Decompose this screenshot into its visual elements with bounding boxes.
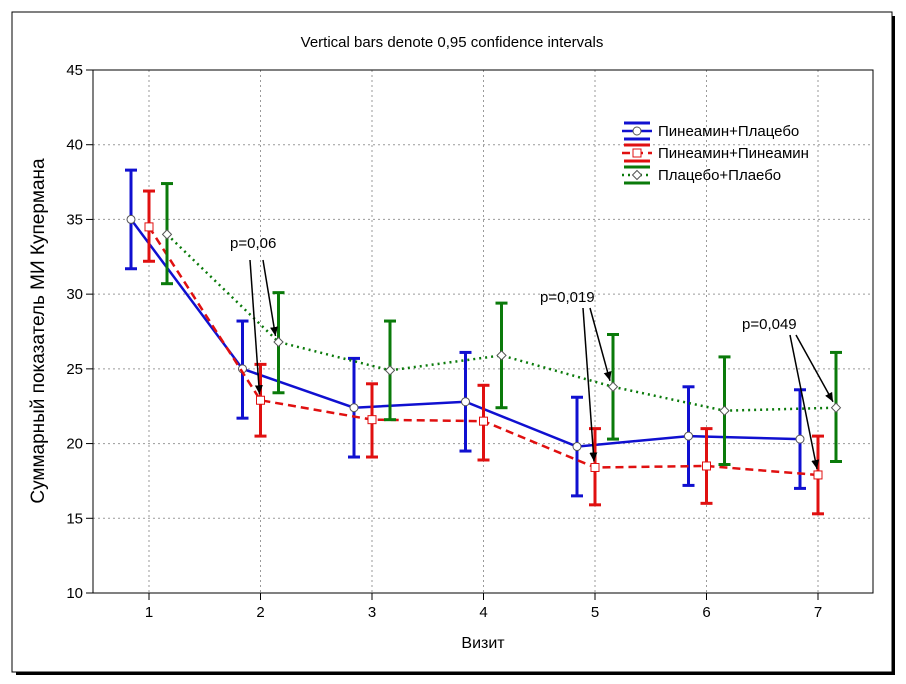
y-axis: 10 15 20 25 30 35 40 45 <box>66 62 93 602</box>
data-point <box>256 395 265 405</box>
data-point <box>632 148 642 158</box>
legend-label: Пинеамин+Пинеамин <box>658 145 809 162</box>
annotation-arrow <box>249 259 263 395</box>
data-point <box>632 126 642 136</box>
data-point <box>631 169 643 181</box>
y-tick-label: 25 <box>66 361 83 378</box>
data-point <box>795 434 805 444</box>
legend: Пинеамин+Плацебо Пинеамин+Пинеамин Плацебо… <box>622 121 809 185</box>
x-tick-label: 3 <box>368 604 376 621</box>
annotation-arrow <box>589 307 612 381</box>
annotation-arrow <box>789 334 820 470</box>
data-point <box>161 229 173 240</box>
x-axis-title: Визит <box>461 635 505 652</box>
data-point <box>607 381 619 392</box>
data-point <box>813 470 823 480</box>
data-point <box>367 415 377 425</box>
data-point <box>702 461 711 471</box>
x-axis: 1 2 3 4 5 6 7 <box>145 593 822 621</box>
data-point <box>830 402 842 413</box>
x-tick-label: 6 <box>702 604 710 621</box>
data-point <box>384 365 396 376</box>
shadow-bottom <box>16 672 895 675</box>
p-value-annotation: p=0,06 <box>230 235 276 252</box>
outer-frame <box>11 11 893 673</box>
data-point <box>496 350 507 361</box>
data-point <box>572 442 582 452</box>
series-1 <box>125 168 806 498</box>
data-point <box>349 403 359 413</box>
series-3 <box>161 182 842 466</box>
y-tick-label: 10 <box>66 585 83 602</box>
y-tick-label: 20 <box>66 436 83 453</box>
y-tick-label: 45 <box>66 62 83 79</box>
x-tick-label: 2 <box>256 604 264 621</box>
p-value-annotation: p=0,049 <box>742 316 797 333</box>
shadow-right <box>892 16 895 675</box>
y-tick-label: 30 <box>66 286 83 303</box>
annotation-arrow <box>795 334 834 403</box>
data-point <box>461 397 470 407</box>
data-point <box>126 214 136 224</box>
annotation-arrow <box>262 259 278 337</box>
y-tick-label: 35 <box>66 211 83 228</box>
p-value-annotation: p=0,019 <box>540 289 595 306</box>
series-layer <box>125 168 842 516</box>
data-point <box>590 462 600 472</box>
x-tick-label: 4 <box>479 604 487 621</box>
x-tick-label: 7 <box>814 604 822 621</box>
y-tick-label: 15 <box>66 510 83 527</box>
annotations: p=0,06 p=0,019 p=0,049 <box>230 235 834 470</box>
legend-label: Пинеамин+Плацебо <box>658 123 799 140</box>
series-2 <box>143 189 824 516</box>
annotation-arrow <box>582 307 598 462</box>
data-point <box>684 431 693 441</box>
data-point <box>479 416 488 426</box>
y-tick-label: 40 <box>66 137 83 154</box>
data-point <box>273 336 284 348</box>
legend-item-1: Пинеамин+Плацебо <box>622 121 799 141</box>
x-tick-label: 1 <box>145 604 153 621</box>
chart-title: Vertical bars denote 0,95 confidence int… <box>301 34 604 51</box>
legend-item-3: Плацебо+Плаебо <box>622 165 781 185</box>
legend-item-2: Пинеамин+Пинеамин <box>622 143 809 163</box>
y-axis-title: Суммарный показатель МИ Купермана <box>28 158 49 504</box>
data-point <box>144 222 154 232</box>
data-point <box>719 405 730 416</box>
x-tick-label: 5 <box>591 604 599 621</box>
grid <box>93 70 873 593</box>
legend-label: Плацебо+Плаебо <box>658 167 781 184</box>
